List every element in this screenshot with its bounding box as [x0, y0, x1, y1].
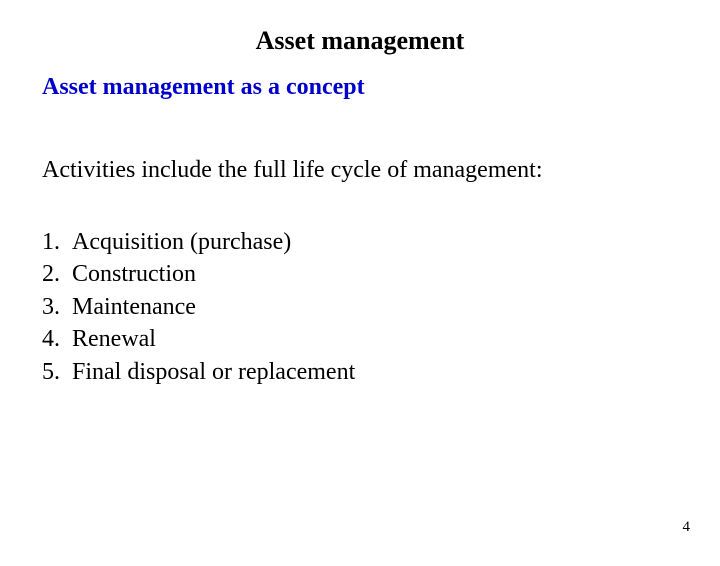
slide-title: Asset management [0, 26, 720, 56]
ordered-list: 1. Acquisition (purchase) 2. Constructio… [42, 226, 720, 388]
slide-subtitle: Asset management as a concept [42, 74, 720, 101]
slide: Asset management Asset management as a c… [0, 26, 720, 566]
list-item: 3. Maintenance [42, 291, 720, 323]
list-item-text: Maintenance [72, 291, 720, 323]
list-item-number: 1. [42, 226, 72, 258]
list-item-text: Acquisition (purchase) [72, 226, 720, 258]
list-item: 4. Renewal [42, 323, 720, 355]
list-item-text: Construction [72, 258, 720, 290]
list-item: 2. Construction [42, 258, 720, 290]
page-number: 4 [683, 519, 691, 536]
list-item: 1. Acquisition (purchase) [42, 226, 720, 258]
list-item-text: Final disposal or replacement [72, 356, 720, 388]
intro-text: Activities include the full life cycle o… [42, 157, 720, 184]
list-item-number: 4. [42, 323, 72, 355]
list-item-number: 5. [42, 356, 72, 388]
list-item: 5. Final disposal or replacement [42, 356, 720, 388]
list-item-number: 2. [42, 258, 72, 290]
list-item-text: Renewal [72, 323, 720, 355]
list-item-number: 3. [42, 291, 72, 323]
